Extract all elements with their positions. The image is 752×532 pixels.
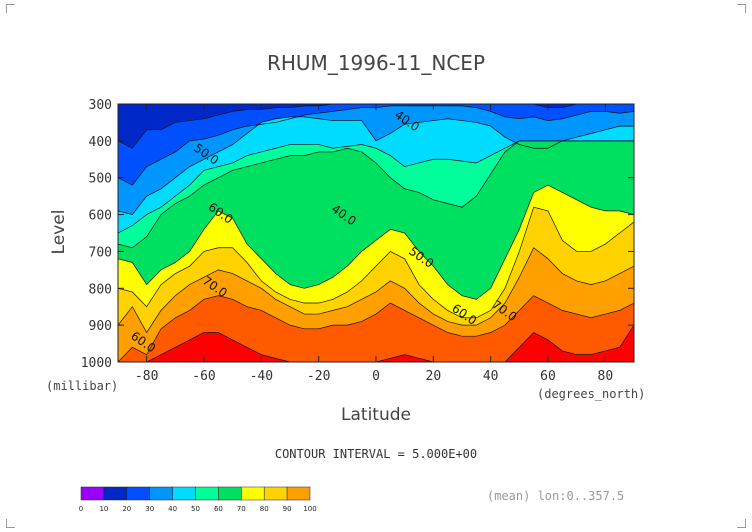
y-tick-label-1: 400 xyxy=(89,135,112,150)
contour-line-90 xyxy=(117,247,635,334)
y-tick-label-4: 700 xyxy=(89,245,112,260)
x-tick-label-6: 40 xyxy=(483,369,499,384)
corner-mark-top-left xyxy=(6,4,15,13)
colorbar-cell-3 xyxy=(149,486,173,501)
colorbar-cell-7 xyxy=(241,486,265,501)
x-axis-label: Latitude xyxy=(341,405,411,425)
y-tick-label-3: 600 xyxy=(89,209,112,224)
x-axis-ticks: -80 -60 -40 -20 0 20 40 60 80 xyxy=(135,104,613,384)
contour-line-100 xyxy=(117,295,635,363)
x-tick-label-7: 60 xyxy=(540,369,556,384)
colorbar-tick-label-8: 80 xyxy=(260,505,269,513)
colorbar-cell-1 xyxy=(103,486,128,501)
chart-title: RHUM_1996-11_NCEP xyxy=(267,51,485,75)
colorbar xyxy=(80,486,311,501)
colorbar-tick-label-3: 30 xyxy=(145,505,154,513)
colorbar-tick-label-0: 0 xyxy=(79,505,83,513)
contour-interval-text: CONTOUR INTERVAL = 5.000E+00 xyxy=(275,447,477,461)
colorbar-tick-label-6: 60 xyxy=(214,505,223,513)
colorbar-tick-labels: 0 10 20 30 40 50 60 70 80 90 100 xyxy=(79,505,317,513)
colorbar-tick-label-2: 20 xyxy=(122,505,131,513)
y-axis-label: Level xyxy=(49,210,69,255)
y-tick-label-5: 800 xyxy=(89,282,112,297)
y-axis-units: (millibar) xyxy=(46,379,118,393)
colorbar-tick-label-4: 40 xyxy=(168,505,177,513)
x-tick-label-3: -20 xyxy=(307,369,330,384)
colorbar-tick-label-10: 100 xyxy=(303,505,316,513)
x-tick-label-0: -80 xyxy=(135,369,158,384)
colorbar-tick-label-1: 10 xyxy=(99,505,108,513)
colorbar-cell-9 xyxy=(286,486,311,501)
contour-line-60 xyxy=(117,140,634,249)
corner-mark-bottom-left xyxy=(6,519,15,528)
y-axis-ticks: 300 400 500 600 700 800 900 1000 xyxy=(81,98,634,371)
colorbar-tick-label-9: 90 xyxy=(283,505,292,513)
colorbar-cell-4 xyxy=(172,486,196,501)
colorbar-cell-6 xyxy=(218,486,242,501)
x-tick-label-4: 0 xyxy=(372,369,380,384)
footnote-mean-lon: (mean) lon:0..357.5 xyxy=(487,489,624,503)
y-tick-label-7: 1000 xyxy=(81,356,112,371)
colorbar-cell-0 xyxy=(80,486,105,501)
contour-band-100 xyxy=(118,295,634,362)
colorbar-cell-8 xyxy=(263,486,288,501)
contour-line-70 xyxy=(117,184,635,300)
x-tick-label-2: -40 xyxy=(250,369,273,384)
colorbar-cell-5 xyxy=(195,486,219,501)
x-tick-label-5: 20 xyxy=(426,369,442,384)
colorbar-cell-2 xyxy=(126,486,150,501)
y-tick-label-0: 300 xyxy=(89,98,112,113)
contour-line-80 xyxy=(117,206,635,319)
contour-band-110 xyxy=(118,325,634,362)
corner-mark-top-right xyxy=(737,4,746,13)
x-tick-label-1: -60 xyxy=(192,369,215,384)
corner-mark-bottom-right xyxy=(737,519,746,528)
contour-line-40 xyxy=(117,116,634,215)
y-tick-label-2: 500 xyxy=(89,172,112,187)
colorbar-tick-label-7: 70 xyxy=(237,505,246,513)
y-tick-label-6: 900 xyxy=(89,319,112,334)
contour-fills xyxy=(118,104,634,363)
colorbar-tick-label-5: 50 xyxy=(191,505,200,513)
x-tick-label-8: 80 xyxy=(598,369,614,384)
x-axis-units: (degrees_north) xyxy=(537,387,645,401)
